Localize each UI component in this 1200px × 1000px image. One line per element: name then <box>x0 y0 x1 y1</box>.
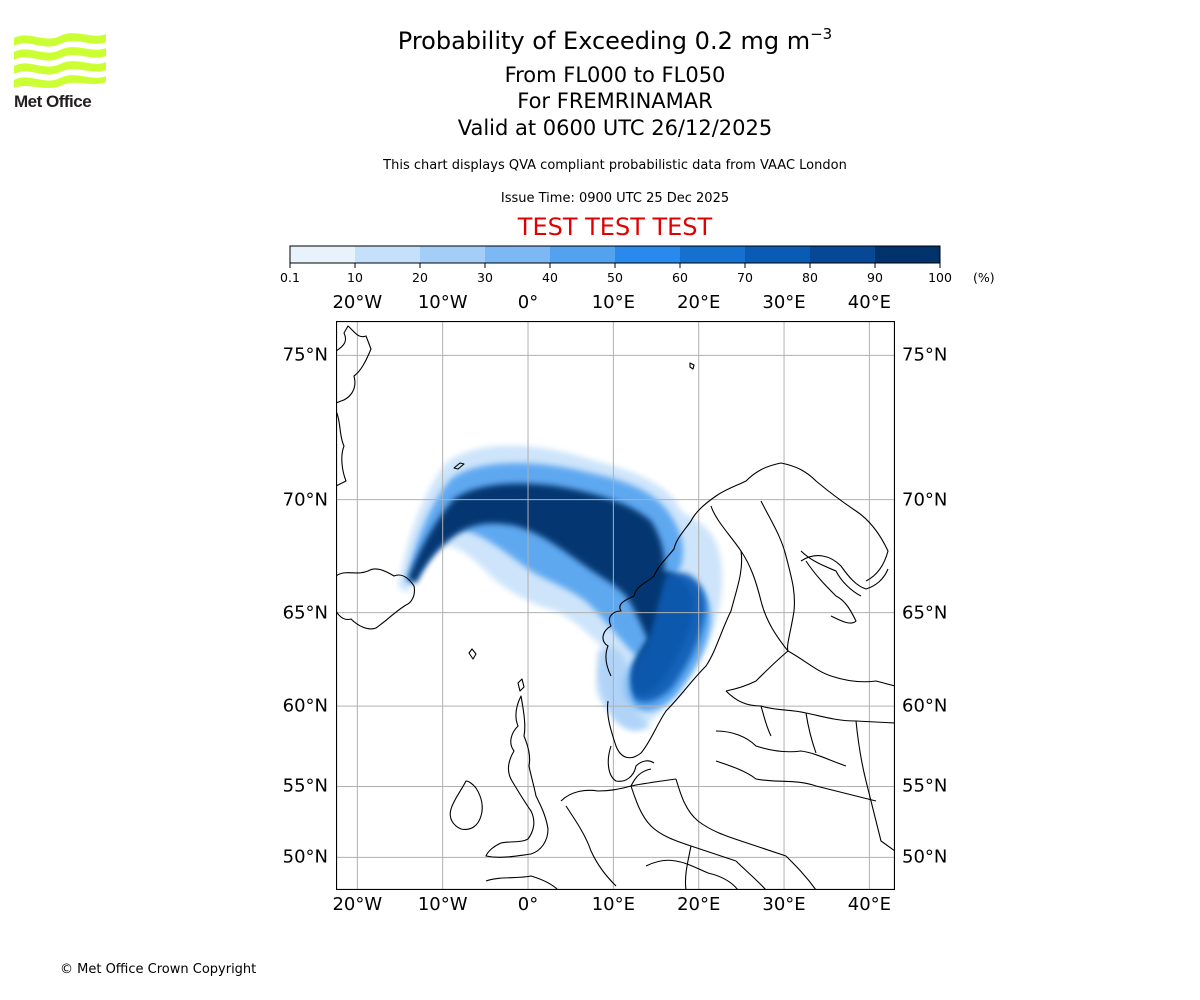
colorbar-tick-label: 10 <box>347 270 363 285</box>
longitude-label-top: 10°W <box>417 292 468 313</box>
issue-time: Issue Time: 0900 UTC 25 Dec 2025 <box>500 191 730 206</box>
colorbar-segment <box>745 246 811 263</box>
colorbar-tick-label: 80 <box>802 270 818 285</box>
longitude-label-top: 30°E <box>762 292 806 313</box>
copyright-notice: © Met Office Crown Copyright <box>60 962 257 977</box>
met-office-wave-icon <box>14 33 106 88</box>
latitude-label-left: 60°N <box>282 695 328 717</box>
latitude-label-right: 65°N <box>902 602 948 624</box>
colorbar-segment <box>420 246 486 263</box>
colorbar-tick-label: 50 <box>607 270 623 285</box>
colorbar-tick-label: 90 <box>867 270 883 285</box>
chart-description: This chart displays QVA compliant probab… <box>383 158 847 173</box>
met-office-logo <box>14 30 106 90</box>
colorbar-tick-label: 60 <box>672 270 688 285</box>
colorbar-tick-label: 100 <box>928 270 952 285</box>
colorbar-tick-label: 30 <box>477 270 493 285</box>
coastlines <box>336 325 895 890</box>
colorbar-segment <box>290 246 356 263</box>
colorbar-segment <box>810 246 876 263</box>
colorbar <box>289 245 941 268</box>
ash-plume <box>398 445 723 731</box>
colorbar-segment <box>355 246 421 263</box>
map-frame <box>336 321 895 890</box>
longitude-label-bottom: 20°E <box>677 894 721 915</box>
longitude-label-bottom: 10°E <box>591 894 635 915</box>
longitude-label-bottom: 40°E <box>847 894 892 915</box>
latitude-label-left: 55°N <box>282 775 328 797</box>
longitude-label-top: 20°W <box>332 292 383 313</box>
latitude-label-right: 75°N <box>902 344 948 366</box>
valid-time: Valid at 0600 UTC 26/12/2025 <box>457 116 773 140</box>
colorbar-segment <box>550 246 616 263</box>
latitude-label-right: 70°N <box>902 489 948 511</box>
longitude-label-bottom: 10°W <box>417 894 468 915</box>
longitude-label-top: 40°E <box>847 292 892 313</box>
longitude-label-top: 10°E <box>591 292 635 313</box>
latitude-label-left: 75°N <box>282 344 328 366</box>
latitude-label-left: 65°N <box>282 602 328 624</box>
colorbar-segment <box>615 246 681 263</box>
latitude-label-left: 70°N <box>282 489 328 511</box>
plume-core-south <box>630 572 706 703</box>
latitude-label-right: 55°N <box>902 775 948 797</box>
colorbar-tick-label: 40 <box>542 270 558 285</box>
plume-core <box>408 483 694 695</box>
colorbar-tick-label: 20 <box>412 270 428 285</box>
colorbar-segment <box>485 246 551 263</box>
longitude-label-bottom: 0° <box>517 894 539 915</box>
colorbar-segment <box>875 246 941 263</box>
test-banner: TEST TEST TEST <box>517 213 713 241</box>
latitude-label-left: 50°N <box>282 846 328 868</box>
colorbar-unit: (%) <box>973 270 995 285</box>
longitude-label-top: 0° <box>517 292 539 313</box>
colorbar-tick-label: 70 <box>737 270 753 285</box>
latitude-label-right: 60°N <box>902 695 948 717</box>
longitude-label-bottom: 20°W <box>332 894 383 915</box>
met-office-logo-text: Met Office <box>14 92 92 111</box>
longitude-label-bottom: 30°E <box>762 894 806 915</box>
longitude-label-top: 20°E <box>677 292 721 313</box>
colorbar-segment <box>680 246 746 263</box>
colorbar-tick-label: 0.1 <box>280 270 300 285</box>
flight-level-range: From FL000 to FL050 <box>504 63 726 87</box>
chart-title: Probability of Exceeding 0.2 mg m−3 <box>397 25 833 56</box>
latitude-label-right: 50°N <box>902 846 948 868</box>
region-name: For FREMRINAMAR <box>517 89 713 113</box>
plume-tail <box>597 647 651 731</box>
